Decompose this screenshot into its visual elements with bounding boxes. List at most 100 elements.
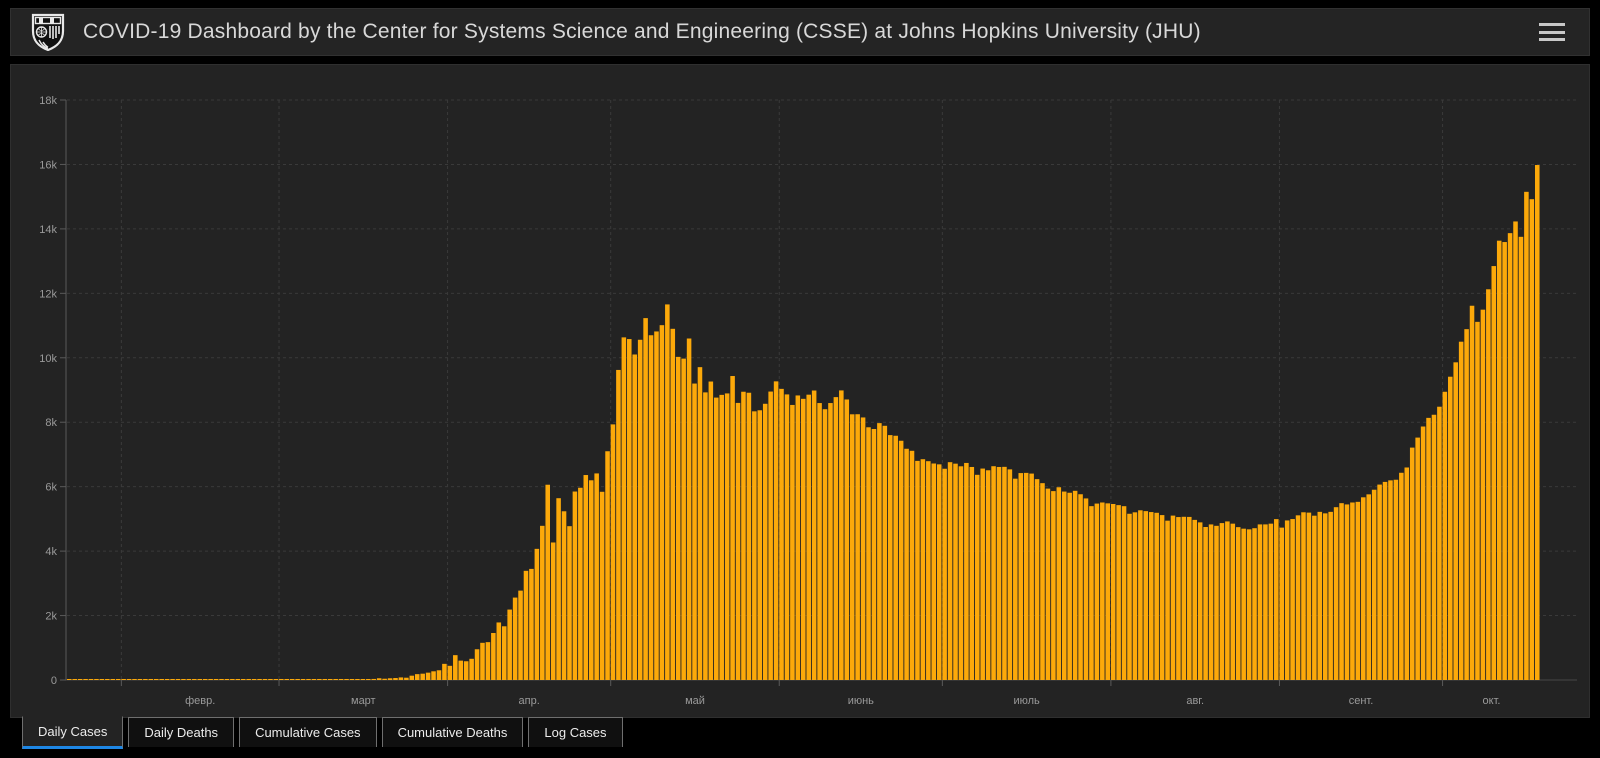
daily-cases-bar[interactable] xyxy=(839,390,844,680)
daily-cases-bar[interactable] xyxy=(730,376,735,680)
daily-cases-bar[interactable] xyxy=(806,394,811,680)
daily-cases-bar[interactable] xyxy=(1274,519,1279,680)
daily-cases-bar[interactable] xyxy=(974,474,980,680)
daily-cases-bar[interactable] xyxy=(1241,528,1246,680)
daily-cases-bar[interactable] xyxy=(931,463,937,681)
daily-cases-bar[interactable] xyxy=(219,679,224,680)
daily-cases-bar[interactable] xyxy=(1339,503,1344,680)
daily-cases-bar[interactable] xyxy=(1475,321,1480,680)
daily-cases-bar[interactable] xyxy=(724,393,730,680)
daily-cases-bar[interactable] xyxy=(1252,528,1257,680)
daily-cases-bar[interactable] xyxy=(980,468,985,680)
daily-cases-bar[interactable] xyxy=(94,679,99,680)
daily-cases-bar[interactable] xyxy=(322,679,328,680)
daily-cases-bar[interactable] xyxy=(893,435,898,680)
daily-cases-bar[interactable] xyxy=(1344,504,1350,680)
daily-cases-bar[interactable] xyxy=(1382,481,1388,680)
daily-cases-bar[interactable] xyxy=(1377,484,1382,680)
daily-cases-bar[interactable] xyxy=(110,679,116,680)
daily-cases-bar[interactable] xyxy=(681,358,686,680)
daily-cases-bar[interactable] xyxy=(578,487,583,680)
daily-cases-bar[interactable] xyxy=(762,403,768,680)
daily-cases-bar[interactable] xyxy=(436,670,442,680)
daily-cases-bar[interactable] xyxy=(1486,289,1491,680)
daily-cases-bar[interactable] xyxy=(1225,521,1230,680)
daily-cases-bar[interactable] xyxy=(588,480,594,680)
daily-cases-bar[interactable] xyxy=(1192,519,1198,680)
daily-cases-bar[interactable] xyxy=(1388,480,1393,680)
daily-cases-bar[interactable] xyxy=(105,679,110,680)
daily-cases-bar[interactable] xyxy=(1165,520,1170,680)
daily-cases-bar[interactable] xyxy=(246,679,251,680)
daily-cases-bar[interactable] xyxy=(855,414,860,680)
daily-cases-bar[interactable] xyxy=(969,466,975,680)
daily-cases-bar[interactable] xyxy=(393,678,398,680)
daily-cases-bar[interactable] xyxy=(567,526,572,680)
daily-cases-bar[interactable] xyxy=(279,679,284,680)
daily-cases-bar[interactable] xyxy=(675,356,681,680)
daily-cases-bar[interactable] xyxy=(1110,504,1116,680)
daily-cases-bar[interactable] xyxy=(224,679,230,680)
daily-cases-bar[interactable] xyxy=(1306,512,1312,680)
daily-cases-bar[interactable] xyxy=(213,679,219,680)
daily-cases-bar[interactable] xyxy=(262,679,268,680)
daily-cases-bar[interactable] xyxy=(1100,502,1105,680)
daily-cases-bar[interactable] xyxy=(637,339,643,680)
daily-cases-bar[interactable] xyxy=(1426,417,1431,680)
daily-cases-bar[interactable] xyxy=(463,661,469,680)
daily-cases-bar[interactable] xyxy=(599,491,605,680)
daily-cases-bar[interactable] xyxy=(333,679,338,680)
daily-cases-bar[interactable] xyxy=(240,679,246,680)
daily-cases-bar[interactable] xyxy=(1431,414,1437,680)
daily-cases-bar[interactable] xyxy=(371,678,377,680)
daily-cases-bar[interactable] xyxy=(746,392,752,680)
daily-cases-bar[interactable] xyxy=(665,304,670,680)
daily-cases-bar[interactable] xyxy=(610,424,616,680)
daily-cases-bar[interactable] xyxy=(137,679,143,680)
daily-cases-bar[interactable] xyxy=(453,655,458,680)
daily-cases-bar[interactable] xyxy=(1502,242,1507,681)
daily-cases-bar[interactable] xyxy=(714,397,719,680)
daily-cases-bar[interactable] xyxy=(1007,469,1013,680)
daily-cases-bar[interactable] xyxy=(67,679,72,680)
daily-cases-bar-chart[interactable]: 0 2k 4k 6k 8k 10k 12k 14k 16k 18k февр. март апр. май… xyxy=(11,65,1589,717)
daily-cases-bar[interactable] xyxy=(1268,523,1274,680)
daily-cases-bar[interactable] xyxy=(866,427,871,680)
daily-cases-bar[interactable] xyxy=(1002,466,1007,680)
daily-cases-bar[interactable] xyxy=(1415,437,1420,680)
daily-cases-bar[interactable] xyxy=(355,679,360,680)
daily-cases-bar[interactable] xyxy=(382,678,387,680)
daily-cases-bar[interactable] xyxy=(295,679,300,680)
daily-cases-bar[interactable] xyxy=(1061,491,1067,680)
daily-cases-bar[interactable] xyxy=(779,388,784,680)
daily-cases-bar[interactable] xyxy=(1219,523,1225,680)
daily-cases-bar[interactable] xyxy=(1366,494,1371,680)
daily-cases-bar[interactable] xyxy=(485,642,491,680)
daily-cases-bar[interactable] xyxy=(1138,510,1143,680)
daily-cases-bar[interactable] xyxy=(409,675,415,680)
daily-cases-bar[interactable] xyxy=(811,390,817,680)
daily-cases-bar[interactable] xyxy=(621,337,627,680)
daily-cases-bar[interactable] xyxy=(686,338,692,680)
daily-cases-bar[interactable] xyxy=(186,679,192,680)
daily-cases-bar[interactable] xyxy=(556,498,561,680)
daily-cases-bar[interactable] xyxy=(289,679,295,680)
daily-cases-bar[interactable] xyxy=(1159,515,1165,680)
daily-cases-bar[interactable] xyxy=(523,570,529,680)
daily-cases-bar[interactable] xyxy=(132,679,137,680)
daily-cases-bar[interactable] xyxy=(534,548,540,680)
daily-cases-bar[interactable] xyxy=(344,679,349,680)
daily-cases-bar[interactable] xyxy=(268,679,273,680)
daily-cases-bar[interactable] xyxy=(1399,472,1404,680)
daily-cases-bar[interactable] xyxy=(72,679,77,680)
daily-cases-bar[interactable] xyxy=(1214,525,1219,680)
daily-cases-bar[interactable] xyxy=(670,328,676,680)
daily-cases-bar[interactable] xyxy=(996,466,1002,680)
daily-cases-bar[interactable] xyxy=(115,679,121,680)
daily-cases-bar[interactable] xyxy=(860,417,866,680)
daily-cases-bar[interactable] xyxy=(230,679,235,680)
daily-cases-bar[interactable] xyxy=(431,671,436,680)
daily-cases-bar[interactable] xyxy=(99,679,105,680)
daily-cases-bar[interactable] xyxy=(1409,447,1415,680)
daily-cases-bar[interactable] xyxy=(404,677,409,680)
